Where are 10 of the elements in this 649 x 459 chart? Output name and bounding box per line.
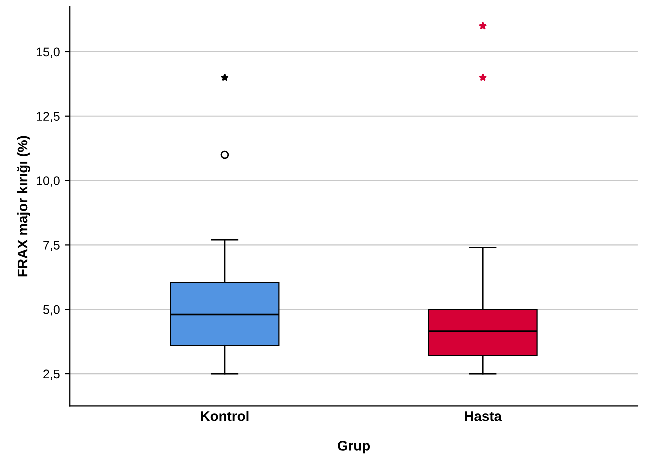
x-tick-label: Hasta [465, 412, 502, 422]
y-tick-label: 2,5 [44, 370, 60, 380]
y-tick-label: 5,0 [43, 305, 60, 316]
y-axis-title: FRAX major kırığı (%) [17, 136, 30, 277]
y-tick-label: 12,5 [36, 112, 60, 123]
y-tick-label: 7,5 [44, 241, 60, 252]
y-tick-label: 15,0 [36, 48, 60, 58]
y-tick-label: 10,0 [36, 176, 60, 187]
x-tick-label: Kontrol [201, 411, 249, 422]
x-axis-title: Grup [338, 441, 370, 454]
